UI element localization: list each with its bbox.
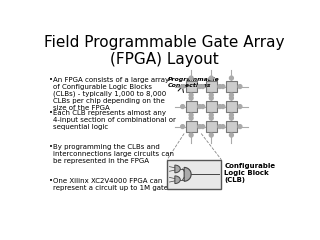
Circle shape <box>189 76 193 80</box>
Circle shape <box>229 116 233 120</box>
Circle shape <box>221 125 225 128</box>
Circle shape <box>209 76 213 80</box>
Text: Field Programmable Gate Array
(FPGA) Layout: Field Programmable Gate Array (FPGA) Lay… <box>44 35 284 67</box>
Circle shape <box>238 125 242 128</box>
Text: An FPGA consists of a large array
of Configurable Logic Blocks
(CLBs) - typicall: An FPGA consists of a large array of Con… <box>53 77 169 111</box>
Text: Each CLB represents almost any
4-input section of combinational or
sequential lo: Each CLB represents almost any 4-input s… <box>53 110 176 130</box>
Bar <box>186 121 196 132</box>
Bar <box>167 160 221 189</box>
Bar <box>226 121 237 132</box>
Circle shape <box>218 85 222 89</box>
Circle shape <box>181 105 185 108</box>
Circle shape <box>189 96 193 100</box>
Bar <box>226 81 237 92</box>
Text: One Xilinx XC2V4000 FPGA can
represent a circuit up to 1M gates: One Xilinx XC2V4000 FPGA can represent a… <box>53 178 172 191</box>
Circle shape <box>181 125 185 128</box>
Circle shape <box>189 116 193 120</box>
Circle shape <box>189 113 193 117</box>
Bar <box>206 81 217 92</box>
Circle shape <box>198 125 202 128</box>
Circle shape <box>201 105 205 108</box>
Polygon shape <box>175 165 180 173</box>
Circle shape <box>238 85 242 89</box>
Circle shape <box>209 116 213 120</box>
Circle shape <box>201 85 205 89</box>
Bar <box>186 101 196 112</box>
Circle shape <box>229 76 233 80</box>
Circle shape <box>181 85 185 89</box>
Circle shape <box>198 85 202 89</box>
Circle shape <box>229 133 233 137</box>
Circle shape <box>189 133 193 137</box>
Text: •: • <box>49 77 53 83</box>
Bar <box>186 81 196 92</box>
Circle shape <box>238 105 242 108</box>
Circle shape <box>229 96 233 100</box>
Text: •: • <box>49 110 53 116</box>
Bar <box>206 121 217 132</box>
Polygon shape <box>175 176 180 184</box>
Circle shape <box>198 105 202 108</box>
Circle shape <box>229 113 233 117</box>
Circle shape <box>209 96 213 100</box>
Circle shape <box>201 125 205 128</box>
Circle shape <box>209 113 213 117</box>
Polygon shape <box>184 168 191 181</box>
Text: Configurable
Logic Block
(CLB): Configurable Logic Block (CLB) <box>224 163 276 183</box>
Circle shape <box>221 105 225 108</box>
Text: Programmable
Connections: Programmable Connections <box>168 77 220 88</box>
Text: By programming the CLBs and
interconnections large circuits can
be represented i: By programming the CLBs and interconnect… <box>53 144 174 164</box>
Bar <box>206 101 217 112</box>
Circle shape <box>209 133 213 137</box>
Text: •: • <box>49 178 53 184</box>
Circle shape <box>229 93 233 97</box>
Bar <box>226 101 237 112</box>
Circle shape <box>209 93 213 97</box>
Circle shape <box>221 85 225 89</box>
Circle shape <box>218 125 222 128</box>
Circle shape <box>218 105 222 108</box>
Text: •: • <box>49 144 53 150</box>
Circle shape <box>189 93 193 97</box>
